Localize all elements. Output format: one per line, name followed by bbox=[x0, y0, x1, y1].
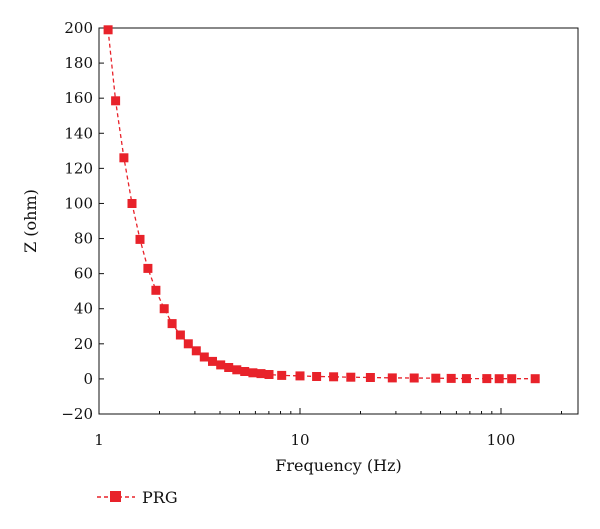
x-tick-label: 100 bbox=[487, 431, 516, 449]
data-point bbox=[461, 374, 471, 384]
data-point bbox=[277, 370, 287, 380]
y-tick-label: 200 bbox=[64, 19, 93, 37]
data-point bbox=[431, 373, 441, 383]
data-point bbox=[295, 371, 305, 381]
data-point bbox=[143, 263, 153, 273]
data-point bbox=[127, 199, 137, 208]
series-layer bbox=[103, 25, 540, 384]
y-tick-label: 160 bbox=[64, 89, 93, 107]
data-point bbox=[232, 365, 242, 375]
y-axis: −20 0 20 40 60 80 100 120 140 160 180 200 bbox=[61, 19, 104, 423]
data-point bbox=[199, 352, 209, 362]
data-point bbox=[446, 373, 456, 383]
y-tick-label: 60 bbox=[74, 265, 93, 283]
data-point bbox=[119, 153, 129, 163]
x-axis-title: Frequency (Hz) bbox=[275, 456, 402, 475]
x-tick-label: 10 bbox=[290, 431, 309, 449]
data-point bbox=[482, 374, 492, 384]
x-tick-label: 1 bbox=[94, 431, 104, 449]
data-point bbox=[365, 373, 375, 382]
data-point bbox=[103, 25, 113, 35]
legend: PRG bbox=[97, 488, 178, 507]
data-point bbox=[387, 373, 397, 383]
legend-marker bbox=[110, 491, 121, 502]
data-point bbox=[264, 370, 274, 379]
data-point bbox=[167, 319, 177, 329]
data-point bbox=[240, 367, 250, 376]
y-axis-title: Z (ohm) bbox=[21, 189, 40, 253]
y-tick-label: 180 bbox=[64, 54, 93, 72]
y-tick-label: 40 bbox=[74, 300, 93, 318]
data-point bbox=[312, 372, 322, 381]
y-tick-label: 0 bbox=[83, 370, 93, 388]
data-point bbox=[507, 374, 517, 384]
data-point bbox=[329, 372, 339, 382]
y-tick-label: 120 bbox=[64, 159, 93, 177]
data-point bbox=[175, 330, 185, 340]
x-axis: 1 10 100 bbox=[94, 408, 563, 449]
data-point bbox=[191, 346, 201, 356]
data-point bbox=[494, 374, 504, 384]
y-tick-label: 100 bbox=[64, 194, 93, 212]
data-point bbox=[346, 372, 356, 382]
y-tick-label: 80 bbox=[74, 230, 93, 248]
data-point bbox=[135, 234, 145, 244]
data-point bbox=[151, 285, 161, 295]
data-point bbox=[216, 360, 226, 370]
data-point bbox=[409, 373, 419, 383]
data-point bbox=[224, 363, 234, 372]
data-point bbox=[208, 356, 217, 366]
data-point bbox=[530, 374, 540, 384]
data-point bbox=[256, 369, 266, 379]
data-point bbox=[159, 304, 169, 314]
data-point bbox=[111, 96, 121, 106]
data-point bbox=[248, 368, 258, 378]
legend-label: PRG bbox=[142, 488, 178, 507]
plot-frame bbox=[98, 27, 579, 415]
y-tick-label: 140 bbox=[64, 124, 93, 142]
data-point bbox=[183, 339, 193, 349]
y-tick-label: −20 bbox=[61, 405, 93, 423]
y-tick-label: 20 bbox=[74, 335, 93, 353]
